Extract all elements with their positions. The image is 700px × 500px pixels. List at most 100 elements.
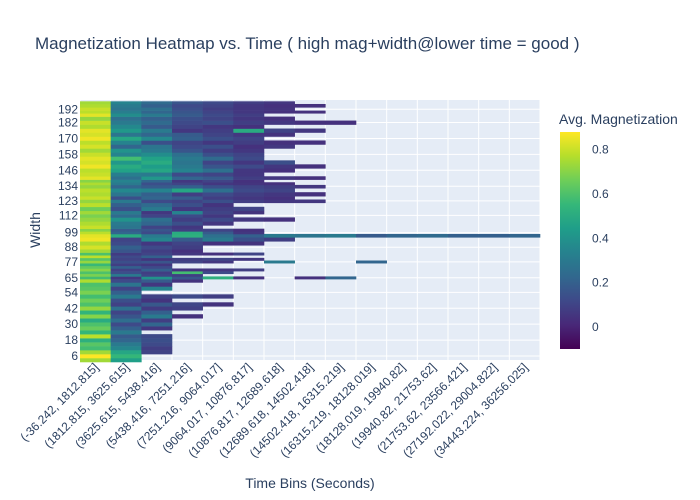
heatmap-cell (202, 148, 234, 153)
heatmap-cell (110, 148, 142, 153)
heatmap-cell (264, 107, 295, 111)
heatmap-cell (233, 217, 265, 222)
heatmap-cell (202, 179, 234, 183)
y-tick-label: 30 (65, 317, 79, 331)
heatmap-cell (172, 214, 203, 218)
heatmap-cell (233, 107, 265, 111)
heatmap-cell (202, 136, 234, 141)
heatmap-cell (110, 192, 142, 197)
heatmap-cell (110, 306, 142, 311)
heatmap-cell (110, 294, 142, 299)
heatmap-cell (110, 156, 142, 161)
y-tick-label: 99 (65, 226, 79, 240)
heatmap-cell (264, 184, 295, 189)
heatmap-cell (172, 231, 203, 235)
heatmap-cell (202, 206, 234, 212)
heatmap-cell (110, 110, 142, 114)
heatmap-cell (110, 263, 142, 267)
heatmap-cell (80, 196, 111, 200)
heatmap-cell (80, 314, 111, 319)
heatmap-cell (141, 294, 173, 299)
heatmap-cell (172, 294, 203, 299)
heatmap-cell (233, 257, 265, 261)
heatmap-cell (141, 245, 173, 250)
heatmap-cell (141, 124, 173, 129)
heatmap-cell (110, 314, 142, 319)
heatmap-cell (233, 179, 265, 183)
heatmap-cell (110, 128, 142, 133)
heatmap-cell (202, 237, 234, 242)
heatmap-cell (233, 228, 265, 232)
heatmap-cell (172, 210, 203, 215)
heatmap-cell (110, 237, 142, 242)
heatmap-cell (233, 144, 265, 149)
heatmap-cell (202, 182, 234, 186)
heatmap-cell (141, 314, 173, 319)
heatmap-cell (80, 214, 111, 218)
heatmap-cell (141, 196, 173, 200)
heatmap-cell (110, 136, 142, 141)
heatmap-cell (141, 350, 173, 355)
heatmap-cell (233, 206, 265, 212)
heatmap-cell (80, 241, 111, 246)
heatmap-cell (80, 192, 111, 197)
heatmap-cell (110, 260, 142, 264)
x-axis-title: Time Bins (Seconds) (245, 475, 374, 491)
y-tick-label: 18 (65, 333, 79, 347)
heatmap-cell (202, 241, 234, 246)
heatmap-cell (110, 140, 142, 145)
heatmap-cell (80, 252, 111, 256)
heatmap-cell (110, 342, 142, 347)
heatmap-cell (264, 128, 295, 133)
heatmap-cell (202, 164, 234, 169)
heatmap-cell (264, 196, 295, 200)
heatmap-cell (80, 107, 111, 111)
heatmap-cell (172, 306, 203, 311)
heatmap-cell (264, 144, 295, 149)
heatmap-cell (172, 273, 203, 277)
heatmap-cell (80, 184, 111, 189)
heatmap-cell (80, 260, 111, 264)
heatmap-cell (141, 271, 173, 275)
heatmap-cell (141, 265, 173, 269)
heatmap-cell (80, 217, 111, 222)
heatmap-cell (172, 160, 203, 165)
chart-title: Magnetization Heatmap vs. Time ( high ma… (35, 34, 580, 53)
heatmap-cell (202, 221, 234, 226)
heatmap-cell (172, 202, 203, 208)
heatmap-cell (233, 252, 265, 256)
heatmap-cell (80, 346, 111, 351)
heatmap-cell (264, 101, 295, 105)
heatmap-cell (110, 318, 142, 323)
heatmap-cell (202, 257, 234, 261)
heatmap-cell (110, 350, 142, 355)
heatmap-cell (202, 252, 234, 256)
heatmap-cell (141, 176, 173, 180)
heatmap-cell (264, 132, 295, 137)
heatmap-cell (294, 164, 326, 169)
heatmap-cell (141, 346, 173, 351)
heatmap-cell (110, 298, 142, 303)
heatmap-cell (172, 182, 203, 186)
heatmap-cell (294, 276, 326, 280)
heatmap-cell (264, 116, 295, 121)
heatmap-cell (202, 103, 234, 108)
heatmap-cell (80, 116, 111, 121)
heatmap-cell (110, 124, 142, 129)
heatmap-cell (264, 110, 295, 114)
heatmap-cell (233, 103, 265, 108)
heatmap-cell (80, 350, 111, 355)
heatmap-cell (202, 192, 234, 197)
heatmap-cell (80, 286, 111, 291)
heatmap-cell (110, 346, 142, 351)
heatmap-cell (80, 182, 111, 186)
heatmap-cell (110, 160, 142, 165)
heatmap-cell (325, 276, 357, 280)
heatmap-cell (172, 110, 203, 114)
heatmap-cell (141, 298, 173, 303)
heatmap-cell (172, 225, 203, 229)
heatmap-cell (141, 276, 173, 280)
heatmap-cell (202, 172, 234, 177)
heatmap-cell (172, 276, 203, 280)
y-tick-label: 6 (71, 349, 78, 363)
